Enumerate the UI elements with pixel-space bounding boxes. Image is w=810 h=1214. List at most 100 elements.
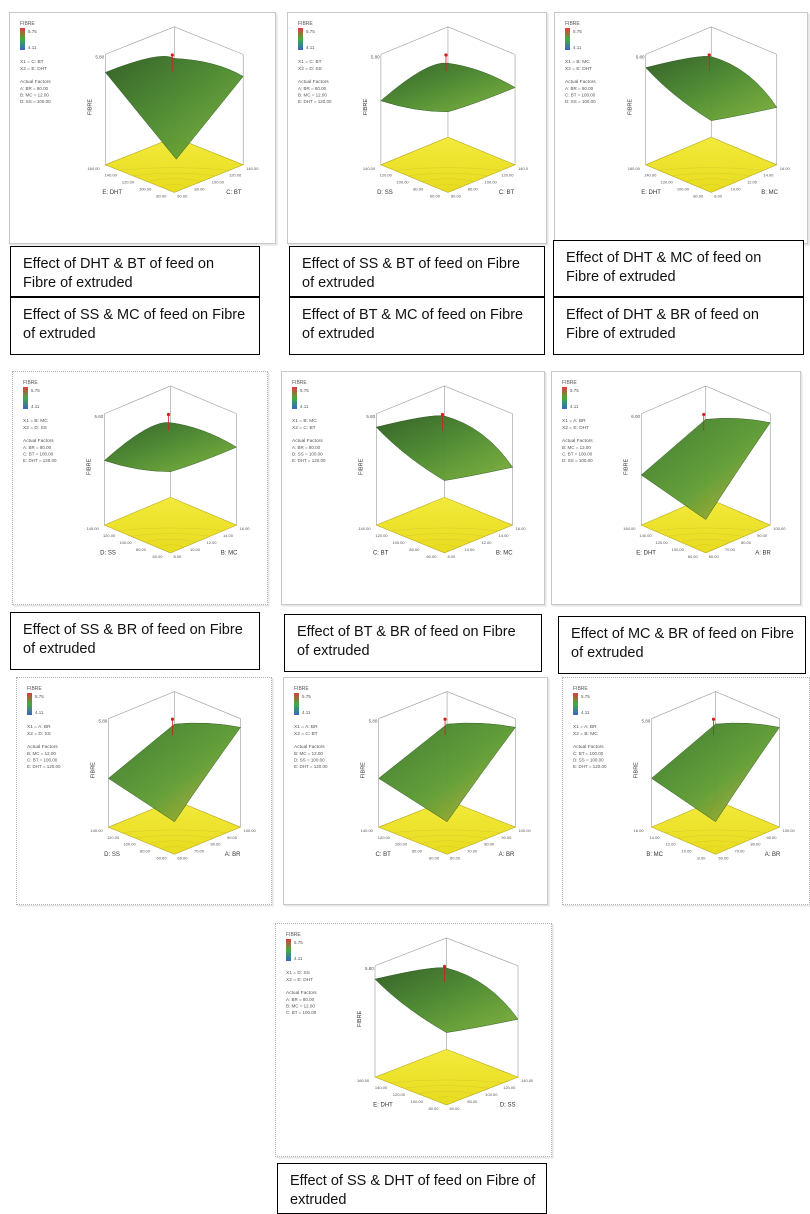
right-axis-tick: 16.00: [780, 166, 791, 171]
contour-line: [679, 538, 732, 543]
caption-mc-br: Effect of MC & BR of feed on Fibre of ex…: [558, 616, 806, 674]
contour-line: [677, 835, 754, 839]
actual-factor-value: E: DHT = 120.00: [27, 764, 61, 769]
actual-factor-value: B: MC = 12.00: [298, 93, 327, 98]
contour-line: [667, 533, 745, 537]
left-axis-tick: 12.00: [666, 842, 677, 847]
left-axis-tick: 80.00: [693, 193, 704, 198]
actual-factor-value: B: MC = 12.00: [562, 445, 591, 450]
contour-floor: [375, 496, 514, 554]
surface-plot-ss-dht: FIBRE 5.75 4.11 X1 = D: SS X2 = E: DHT Actual…: [275, 923, 552, 1157]
actual-factor-value: E: DHT = 120.00: [23, 458, 57, 463]
left-axis-tick: 60.00: [156, 855, 167, 860]
contour-floor: [650, 799, 781, 855]
right-axis-tick: 60.00: [450, 855, 461, 860]
box-top-edge: [108, 691, 241, 719]
actual-factors-header: Actual Factors: [292, 438, 323, 444]
legend-low-value: 4.11: [35, 710, 44, 715]
floor-contours: [121, 829, 228, 850]
actual-factor-value: D: SS = 100.00: [562, 458, 593, 463]
factor-x1-label: X1 = A: BR: [294, 724, 318, 730]
left-axis-label: C: BT: [375, 852, 391, 858]
left-axis-tick: 80.00: [140, 849, 151, 854]
actual-factor-value: D: SS = 100.00: [20, 99, 51, 104]
caption-bt-br: Effect of BT & BR of feed on Fibre of ex…: [284, 614, 542, 672]
left-axis-tick: 100.00: [672, 547, 685, 552]
design-point-marker: [170, 53, 174, 57]
right-axis-tick: 16.00: [516, 526, 527, 531]
legend-low-value: 4.11: [294, 956, 303, 961]
right-axis-tick: 140.0: [518, 166, 529, 171]
left-axis-tick: 100.00: [392, 540, 405, 545]
actual-factor-value: A: BR = 80.00: [23, 445, 52, 450]
left-axis-label: D: SS: [104, 852, 120, 858]
legend-high-value: 5.75: [28, 29, 37, 34]
actual-factor-value: C: BT = 100.00: [562, 452, 593, 457]
z-axis-top-tick: 6.00: [631, 414, 640, 419]
factor-x1-label: X1 = C: BT: [298, 59, 322, 65]
contour-line: [161, 845, 188, 850]
left-axis-tick: 140.00: [90, 828, 103, 833]
response-surface: [108, 722, 241, 823]
left-axis-tick: 120.00: [660, 180, 673, 185]
factor-x2-label: X2 = D: SS: [298, 66, 322, 72]
z-axis-label: FIBRE: [86, 458, 92, 475]
right-axis-tick: 100.00: [782, 828, 795, 833]
legend-title: FIBRE: [286, 932, 301, 938]
caption-bt-mc: Effect of BT & MC of feed on Fibre of ex…: [289, 297, 545, 355]
legend-low-value: 4.11: [581, 710, 590, 715]
design-point-marker: [444, 53, 448, 57]
right-axis-tick: 120.00: [501, 173, 514, 178]
contour-line: [671, 172, 751, 177]
legend-title: FIBRE: [27, 686, 42, 692]
legend-low-value: 4.11: [28, 45, 37, 50]
left-axis-tick: 120.00: [380, 173, 393, 178]
factor-x2-label: X2 = D: SS: [27, 731, 51, 737]
legend-high-value: 5.75: [306, 29, 315, 34]
left-axis-tick: 120.00: [378, 835, 391, 840]
left-axis-label: E: DHT: [373, 1102, 393, 1108]
z-axis-label: FIBRE: [634, 762, 640, 779]
contour-line: [392, 829, 502, 833]
caption-ss-bt: Effect of SS & BT of feed on Fibre of ex…: [289, 246, 545, 297]
response-surface: [640, 417, 771, 520]
contour-line: [417, 538, 472, 543]
left-axis-tick: 16.00: [634, 828, 645, 833]
right-axis-tick: 100.00: [485, 180, 498, 185]
right-axis-tick: 100.00: [244, 828, 257, 833]
response-surface: [375, 415, 513, 481]
actual-factors-header: Actual Factors: [294, 744, 325, 750]
left-axis-tick: 160.00: [623, 526, 636, 531]
contour-line: [434, 183, 462, 188]
right-axis-tick: 140.00: [521, 1078, 534, 1083]
right-axis-tick: 12.00: [207, 540, 218, 545]
legend-title: FIBRE: [562, 380, 577, 386]
contour-line: [432, 1096, 461, 1100]
box-top-edge: [104, 385, 237, 415]
design-point-marker: [702, 412, 706, 417]
response-surface: [645, 56, 778, 121]
actual-factor-value: C: BT = 100.00: [286, 1010, 317, 1015]
left-axis-label: E: DHT: [636, 550, 656, 556]
factor-x2-label: X2 = E: DHT: [20, 66, 47, 72]
actual-factors-header: Actual Factors: [286, 990, 317, 996]
actual-factor-value: C: BT = 100.00: [573, 751, 604, 756]
legend-color-bar: [573, 693, 578, 715]
z-axis-top-tick: 5.80: [369, 719, 378, 724]
left-axis-tick: 120.00: [656, 540, 669, 545]
right-axis-tick: 80.00: [211, 842, 222, 847]
right-axis-tick: 90.00: [227, 835, 238, 840]
left-axis-tick: 120.00: [103, 533, 116, 538]
contour-line: [121, 829, 228, 833]
left-axis-tick: 140.00: [86, 526, 99, 531]
right-axis-tick: 80.00: [195, 187, 206, 192]
legend-title: FIBRE: [298, 21, 313, 27]
right-axis-tick: 70.00: [735, 849, 746, 854]
z-axis-top-tick: 5.80: [642, 719, 651, 724]
left-axis-tick: 160.00: [628, 166, 641, 171]
contour-line: [421, 178, 475, 182]
design-point-marker: [170, 717, 175, 721]
legend-low-value: 4.11: [302, 710, 311, 715]
